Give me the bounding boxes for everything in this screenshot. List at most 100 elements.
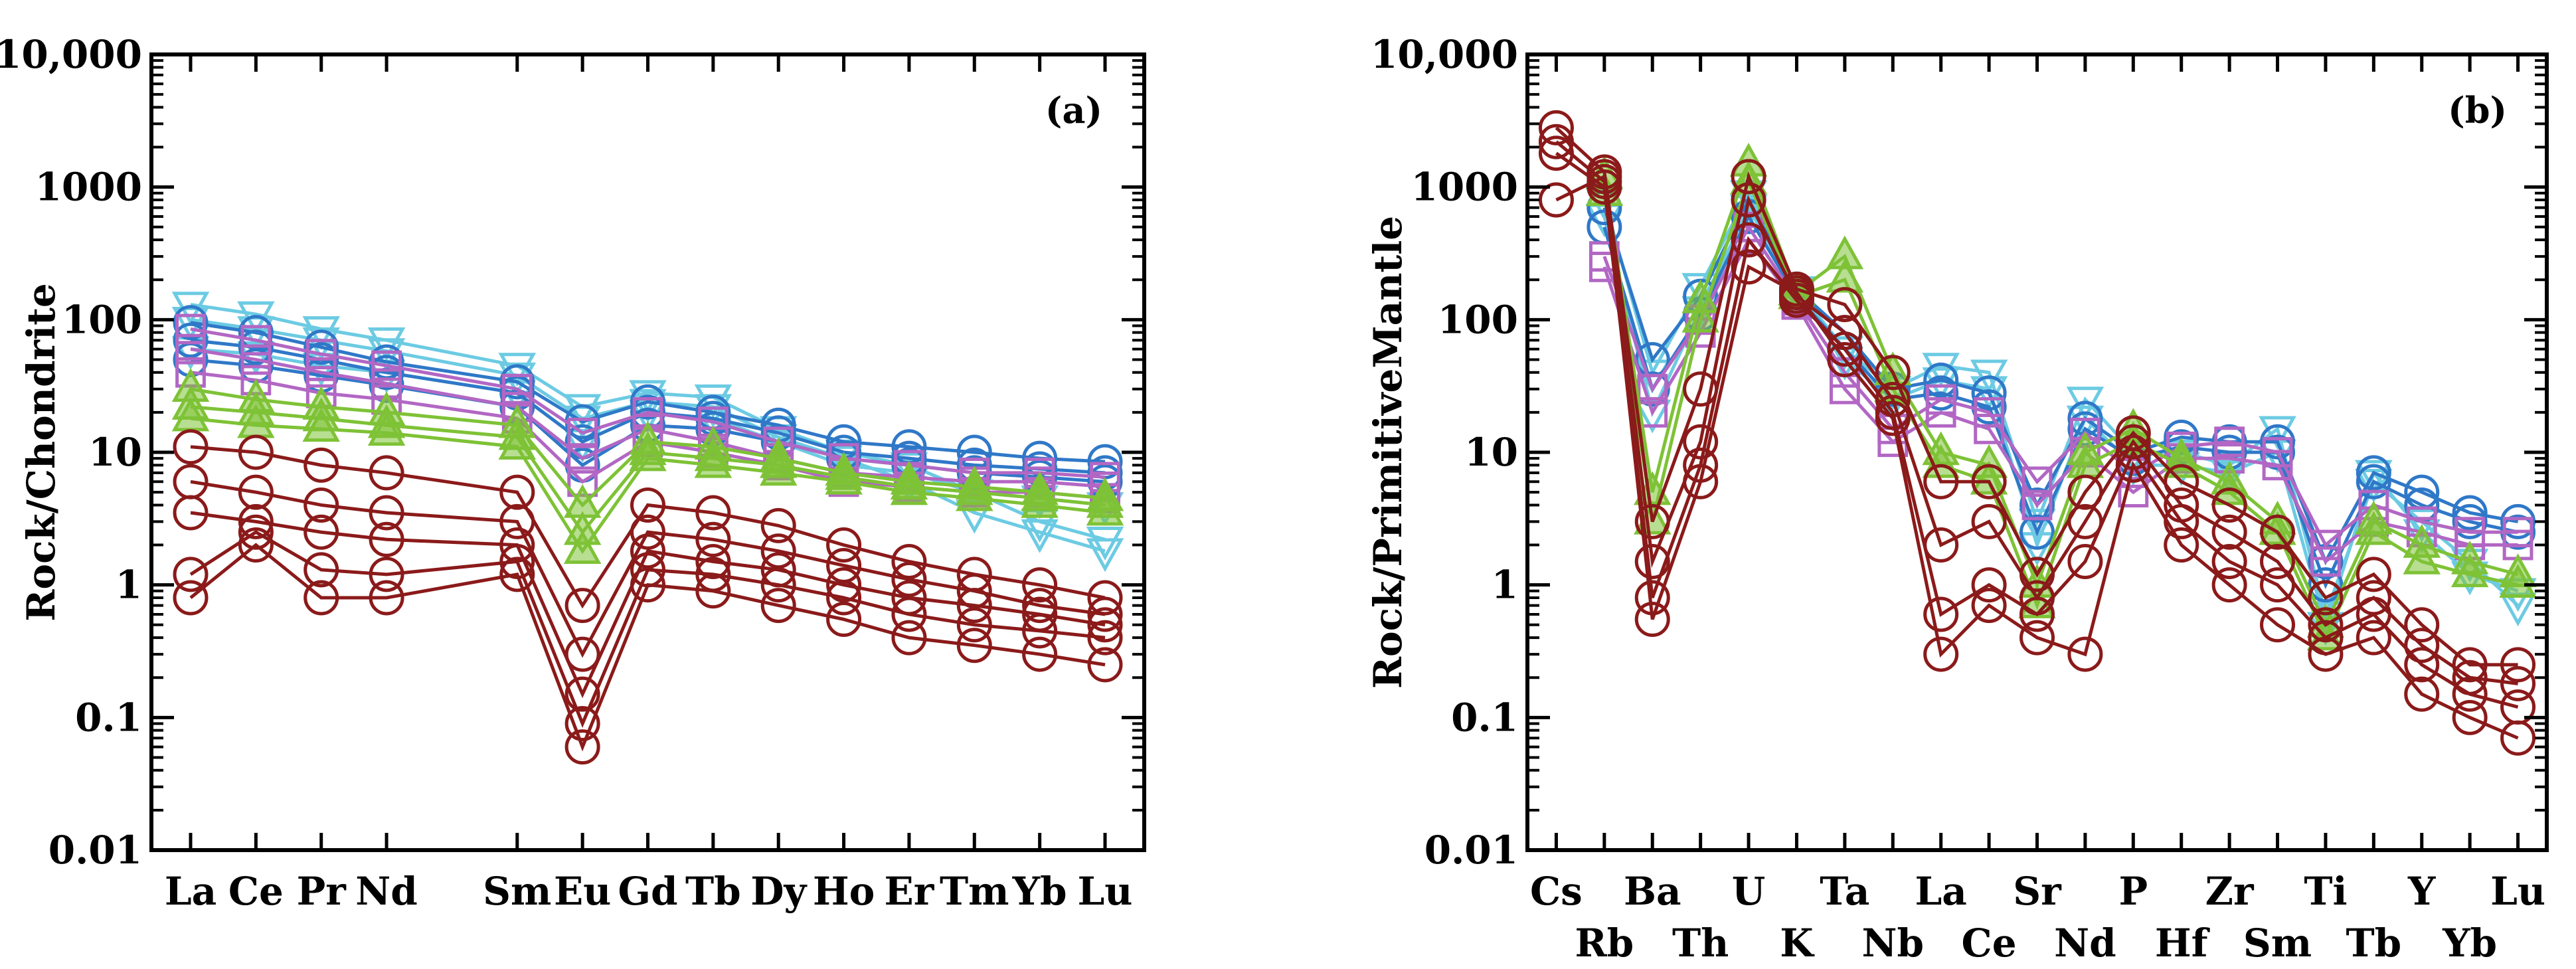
data-point [1538,182,1574,218]
data-point [2308,607,2344,643]
series-r4 [1538,159,2536,756]
data-point [695,495,731,531]
data-point [563,394,602,428]
data-point [956,477,993,511]
data-point [2066,405,2104,440]
data-point [302,408,340,442]
data-point [630,384,665,420]
data-point [891,596,927,632]
series-line [189,530,1106,729]
data-point [1971,588,2007,624]
data-point [2260,544,2296,580]
y-tick-label: 100 [1438,297,1518,342]
data-point [499,474,535,510]
data-point [2450,553,2489,588]
data-point [1587,169,1622,205]
data-point [2019,487,2055,523]
data-point [826,527,862,563]
series-line [190,480,1106,658]
data-point [1587,159,1622,195]
x-tick-label: La [1915,869,1967,914]
x-tick-label: Nd [355,869,418,914]
data-point [1826,258,1864,293]
data-point [1538,124,1574,159]
data-point [630,514,665,550]
data-point [2308,567,2344,603]
data-point [2356,464,2391,499]
data-point [367,338,406,373]
data-point [1875,355,1911,391]
y-tick-label: 100 [62,297,142,342]
data-point [825,460,863,495]
data-point [305,339,337,370]
data-point [173,557,209,592]
data-point [1974,413,2004,444]
data-point [2403,540,2441,574]
panel-b-y-ticks: 0.01 0.1 1 10 100 1000 10,000 [1371,32,2547,873]
data-point [760,567,796,603]
panel-a-chart: 0.01 0.1 1 10 100 1000 10,000 La Ce Pr Nd Sm Eu Gd Tb… [0,32,1146,914]
data-point [1971,567,2007,603]
data-point [2452,676,2488,712]
data-point [759,452,798,486]
series-line [1555,126,2518,667]
data-point [1087,596,1123,632]
data-point [2260,514,2296,550]
data-point [1681,298,1719,333]
data-point [369,521,404,557]
data-point [695,521,731,557]
data-point [302,327,340,361]
x-tick-label: Y [2407,869,2436,914]
data-point [303,487,339,523]
data-point [2356,455,2391,491]
data-point [303,329,339,365]
panel-b-y-axis-title: Rock/PrimitiveMantle [1365,216,1411,689]
data-point [1827,341,1863,377]
data-point [1022,588,1058,624]
data-point [2404,676,2440,712]
data-point [563,530,602,564]
data-point [499,364,535,400]
data-point [1538,135,1574,171]
data-point [2019,620,2055,656]
data-point [499,557,535,592]
series-r1 [173,429,1123,624]
x-tick-label: Ce [228,869,284,914]
data-point [2452,503,2488,539]
data-point [760,588,796,624]
data-point [2260,567,2296,603]
series-line [190,445,1106,609]
data-point [2310,546,2341,577]
x-tick-label: Er [885,869,935,914]
data-point [1970,460,2008,495]
data-point [173,305,209,341]
x-tick-label: Hf [2155,921,2211,966]
data-point [1021,484,1059,518]
data-point [564,705,600,741]
data-point [826,602,862,638]
data-point [2500,665,2536,701]
data-point [1923,636,1959,672]
x-tick-label: Th [1672,921,1729,966]
data-point [1923,362,1959,398]
data-point [2067,636,2103,672]
data-point [629,437,667,472]
data-point [303,447,339,483]
y-tick-label: 1 [116,563,142,608]
data-point [2211,544,2247,580]
data-point [826,567,862,603]
series-line [1555,151,2519,709]
x-tick-label: Sr [2013,869,2062,914]
data-point [2355,511,2393,545]
data-point [1925,396,1956,428]
series-r3 [173,495,1123,712]
x-tick-label: Dy [750,869,808,914]
data-point [1731,182,1766,218]
x-tick-label: Ti [2304,869,2347,914]
data-point [564,588,600,624]
data-point [891,620,927,656]
y-tick-label: 10 [88,430,142,475]
data-point [1022,636,1058,672]
